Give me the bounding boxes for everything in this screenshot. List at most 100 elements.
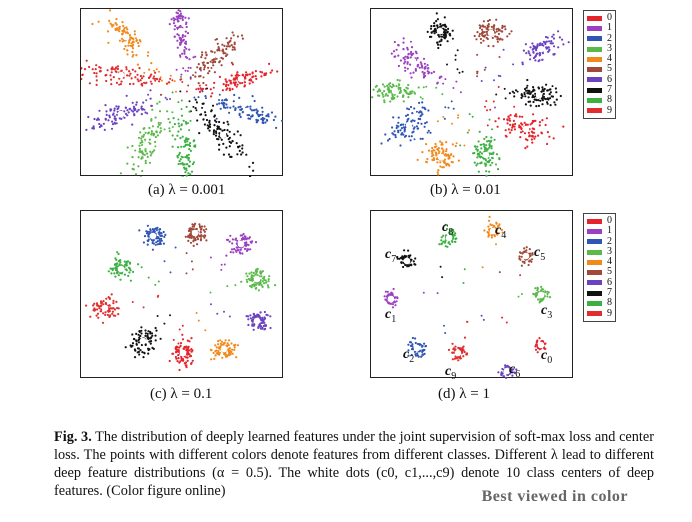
feature-point xyxy=(123,273,126,276)
feature-point xyxy=(171,352,174,355)
feature-point xyxy=(397,64,400,68)
feature-point xyxy=(237,106,240,109)
feature-point xyxy=(398,257,401,260)
legend-entry: 5 xyxy=(587,64,612,74)
feature-point xyxy=(458,355,462,359)
feature-point xyxy=(116,113,119,116)
feature-point xyxy=(403,128,406,131)
feature-point xyxy=(142,241,145,244)
feature-point xyxy=(262,277,265,280)
feature-point xyxy=(426,30,429,33)
feature-point xyxy=(246,237,249,240)
feature-point xyxy=(141,351,144,354)
feature-point xyxy=(490,136,493,139)
feature-point xyxy=(148,126,151,130)
feature-point xyxy=(264,327,267,330)
feature-point xyxy=(217,351,220,354)
feature-point xyxy=(383,295,386,298)
feature-point xyxy=(134,173,138,176)
feature-point xyxy=(413,350,416,353)
feature-point xyxy=(487,139,490,142)
feature-point xyxy=(148,76,151,79)
feature-point xyxy=(223,353,226,356)
feature-point xyxy=(168,130,171,133)
feature-point xyxy=(398,91,401,95)
feature-point xyxy=(88,82,91,85)
feature-point xyxy=(240,34,244,37)
feature-point xyxy=(206,87,208,90)
feature-point xyxy=(239,105,242,108)
feature-point xyxy=(202,81,205,85)
feature-point xyxy=(174,348,177,351)
feature-point xyxy=(126,114,129,117)
feature-point xyxy=(160,130,162,132)
feature-point xyxy=(536,286,539,289)
class-center xyxy=(405,121,413,129)
feature-point xyxy=(520,96,523,99)
feature-point xyxy=(530,138,533,141)
feature-point xyxy=(407,56,410,60)
feature-point xyxy=(482,318,485,321)
feature-point xyxy=(376,90,379,93)
feature-point xyxy=(384,133,387,136)
feature-point xyxy=(252,328,255,331)
feature-point xyxy=(201,90,204,93)
feature-point xyxy=(188,160,191,163)
legend-entry: 0 xyxy=(587,215,612,226)
feature-point xyxy=(131,50,134,54)
feature-point xyxy=(98,125,101,129)
feature-point xyxy=(137,41,140,45)
feature-point xyxy=(149,154,152,157)
feature-point xyxy=(150,118,153,121)
feature-point xyxy=(107,119,110,122)
feature-point xyxy=(140,113,143,116)
feature-point xyxy=(247,114,251,117)
feature-point xyxy=(374,85,377,88)
class-center xyxy=(437,153,445,161)
feature-point xyxy=(430,72,433,75)
feature-point xyxy=(203,68,206,71)
feature-point xyxy=(116,251,119,254)
feature-point xyxy=(445,227,448,231)
feature-point xyxy=(241,151,244,154)
feature-point xyxy=(401,95,404,98)
feature-point xyxy=(154,244,157,246)
feature-point xyxy=(127,111,130,114)
feature-point xyxy=(124,106,127,109)
feature-point xyxy=(429,131,432,134)
feature-point xyxy=(207,127,210,130)
feature-point xyxy=(417,122,420,125)
feature-point xyxy=(538,124,541,127)
feature-point xyxy=(496,40,499,43)
feature-point xyxy=(88,65,91,69)
legend-label: 6 xyxy=(607,276,612,288)
feature-point xyxy=(529,58,532,61)
feature-point xyxy=(397,121,400,124)
feature-point xyxy=(188,349,191,352)
feature-point xyxy=(558,36,561,39)
feature-point xyxy=(251,81,254,84)
feature-point xyxy=(123,110,126,113)
feature-point xyxy=(541,88,544,91)
feature-point xyxy=(400,261,403,264)
feature-point xyxy=(479,151,482,154)
feature-point xyxy=(130,36,133,39)
feature-point xyxy=(414,353,417,356)
feature-point xyxy=(276,70,279,73)
feature-point xyxy=(231,63,234,66)
feature-point xyxy=(505,376,508,379)
feature-point xyxy=(213,357,216,360)
feature-point xyxy=(214,38,217,41)
feature-point xyxy=(435,12,438,15)
feature-point xyxy=(146,54,149,57)
feature-point xyxy=(201,61,204,64)
feature-point xyxy=(181,324,184,327)
feature-point xyxy=(445,141,448,144)
feature-point xyxy=(232,100,235,103)
feature-point xyxy=(91,68,94,71)
feature-point xyxy=(117,105,120,108)
feature-point xyxy=(125,94,128,97)
feature-point xyxy=(267,278,270,281)
feature-point xyxy=(535,293,538,296)
feature-point xyxy=(125,68,128,71)
